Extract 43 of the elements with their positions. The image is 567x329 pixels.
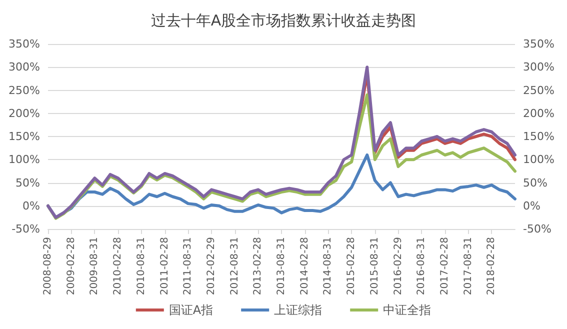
y-tick-label: 0% — [22, 199, 40, 212]
y2-tick-label: 250% — [523, 84, 554, 97]
line-series — [46, 66, 516, 219]
y-tick-label: 100% — [8, 153, 40, 166]
x-tick-label: 2010-08-31 — [136, 237, 147, 296]
x-tick-label: 2014-02-28 — [299, 237, 310, 296]
y2-tick-label: 300% — [523, 60, 554, 74]
x-tick-label: 2013-02-28 — [252, 237, 264, 296]
x-tick-label: 2016-02-29 — [392, 237, 404, 296]
x-tick-label: 2017-02-28 — [439, 237, 450, 296]
legend-label: 中证全指 — [383, 303, 432, 317]
y-tick-label: 300% — [8, 60, 40, 74]
chart-title: 过去十年A股全市场指数累计收益走势图 — [150, 12, 416, 30]
x-tick-label: 2009-08-31 — [89, 237, 100, 296]
x-tick-label: 2012-08-31 — [229, 237, 240, 296]
x-tick-label: 2014-08-31 — [322, 237, 334, 296]
x-tick-label: 2011-08-31 — [182, 237, 194, 296]
y-tick-label: 250% — [8, 84, 40, 97]
y-tick-label: 50% — [16, 176, 40, 190]
y2-tick-label: 200% — [523, 106, 554, 120]
y2-tick-label: 350% — [523, 38, 554, 50]
x-tick-label: 2015-02-28 — [346, 237, 358, 296]
y-tick-label: 200% — [8, 106, 40, 120]
x-tick-label: 2012-02-29 — [206, 237, 217, 296]
x-tick-label: 2011-02-28 — [159, 237, 170, 296]
x-tick-label: 2015-08-31 — [369, 237, 380, 296]
y2-tick-label: 50% — [523, 176, 548, 190]
x-tick-label: 2018-02-28 — [486, 237, 498, 296]
legend-label: 国证A指 — [168, 303, 214, 317]
x-tick-label: 2008-08-29 — [42, 237, 54, 296]
y2-tick-label: 100% — [523, 153, 554, 166]
y-tick-label: -50% — [12, 222, 40, 236]
y2-tick-label: 150% — [523, 130, 554, 143]
y2-tick-label: -50% — [523, 222, 552, 236]
legend-label: 上证综指 — [274, 303, 322, 317]
x-tick-label: 2009-02-28 — [66, 237, 77, 296]
y-tick-label: 150% — [8, 130, 40, 143]
x-tick-label: 2017-08-31 — [462, 237, 474, 296]
x-tick-label: 2013-08-31 — [276, 237, 287, 296]
x-tick-label: 2010-02-28 — [112, 237, 124, 296]
y2-tick-label: 0% — [523, 199, 540, 212]
x-tick-label: 2016-08-31 — [416, 237, 428, 296]
y-tick-label: 350% — [8, 38, 40, 50]
